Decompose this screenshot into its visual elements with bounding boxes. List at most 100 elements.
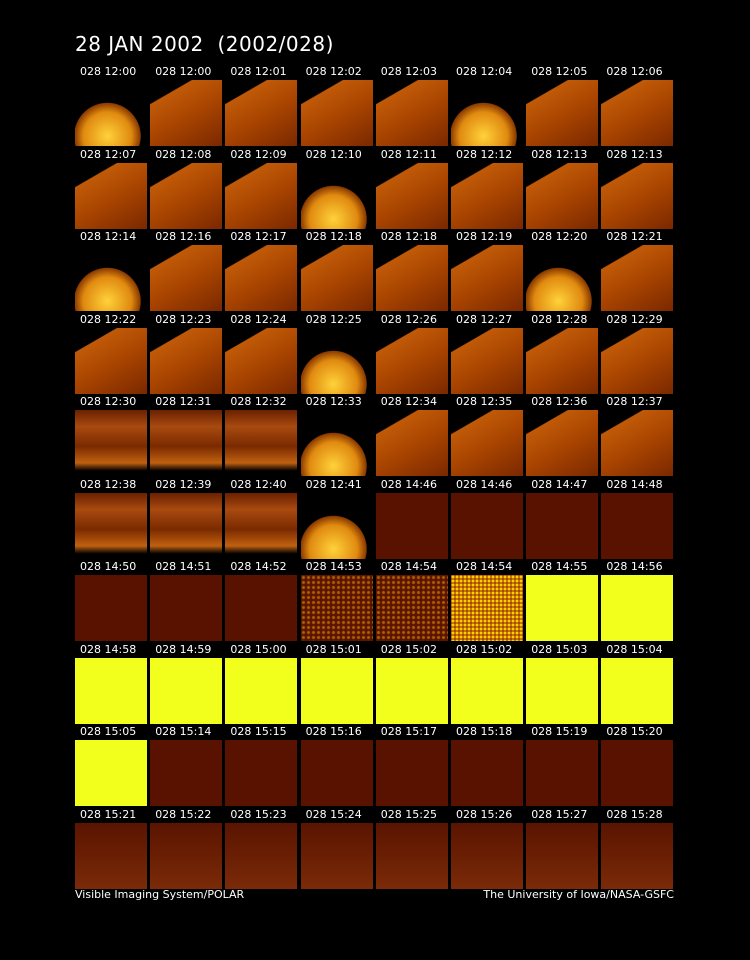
image-tile <box>526 410 599 476</box>
image-tile <box>375 740 448 806</box>
timestamp: 028 15:28 <box>606 807 663 821</box>
timestamp: 028 15:25 <box>380 807 437 821</box>
image-tile <box>451 740 523 806</box>
image-tile <box>75 327 147 394</box>
image-tile <box>75 492 147 559</box>
image-tile <box>300 657 373 724</box>
image-tile <box>150 80 223 146</box>
image-tile <box>300 575 373 641</box>
timestamp: 028 14:46 <box>456 477 513 491</box>
timestamp: 028 12:14 <box>80 230 137 243</box>
timestamp: 028 14:46 <box>380 477 437 491</box>
timestamp: 028 12:21 <box>606 230 663 243</box>
image-tile <box>300 740 373 806</box>
timestamp: 028 12:39 <box>155 477 212 491</box>
image-tile <box>601 80 674 146</box>
timestamp: 028 14:56 <box>606 560 663 573</box>
timestamp: 028 14:54 <box>456 560 513 573</box>
image-tile <box>300 822 373 889</box>
image-tile <box>601 410 674 476</box>
image-tile <box>225 410 298 476</box>
timestamp: 028 12:36 <box>531 395 588 408</box>
timestamp: 028 12:01 <box>230 65 287 78</box>
image-tile <box>526 162 599 229</box>
image-tile <box>225 822 298 889</box>
image-tile <box>225 740 298 806</box>
timestamp: 028 12:26 <box>380 312 437 326</box>
image-tile <box>601 822 674 889</box>
timestamp: 028 14:53 <box>305 560 362 573</box>
image-tile <box>526 492 599 559</box>
image-tile <box>150 822 223 889</box>
image-tile <box>150 657 223 724</box>
image-tile <box>375 80 448 146</box>
image-tile <box>451 657 523 724</box>
timestamp: 028 12:13 <box>606 147 663 161</box>
timestamp: 028 15:19 <box>531 725 588 738</box>
timestamp: 028 12:04 <box>456 65 513 78</box>
image-tile <box>225 80 298 146</box>
timestamp: 028 15:21 <box>80 807 137 821</box>
image-tile <box>150 575 223 641</box>
timestamp: 028 14:51 <box>155 560 212 573</box>
timestamp: 028 15:01 <box>305 642 362 656</box>
timestamp: 028 12:29 <box>606 312 663 326</box>
timestamp: 028 14:52 <box>230 560 287 573</box>
timestamp: 028 15:24 <box>305 807 362 821</box>
image-tile <box>451 822 523 889</box>
timestamp: 028 12:11 <box>380 147 437 161</box>
footer-right: The University of Iowa/NASA-GSFC <box>483 888 674 901</box>
timestamp: 028 14:59 <box>155 642 212 656</box>
timestamp: 028 12:37 <box>606 395 663 408</box>
image-tile <box>601 657 674 724</box>
timestamp: 028 12:00 <box>80 65 137 78</box>
timestamp: 028 15:00 <box>230 642 287 656</box>
timestamp: 028 12:18 <box>380 230 437 243</box>
image-tile <box>225 657 298 724</box>
timestamp: 028 12:28 <box>531 312 588 326</box>
timestamp: 028 15:15 <box>230 725 287 738</box>
timestamp: 028 15:14 <box>155 725 212 738</box>
timestamp: 028 12:18 <box>305 230 362 243</box>
image-tile <box>150 410 223 476</box>
image-tile <box>300 410 373 476</box>
image-tile <box>75 575 147 641</box>
timestamp: 028 15:04 <box>606 642 663 656</box>
timestamp: 028 12:23 <box>155 312 212 326</box>
timestamp: 028 15:05 <box>80 725 137 738</box>
image-tile <box>300 327 373 394</box>
timestamp: 028 12:17 <box>230 230 287 243</box>
timestamp: 028 14:55 <box>531 560 588 573</box>
image-tile <box>601 740 674 806</box>
timestamp: 028 15:20 <box>606 725 663 738</box>
image-tile <box>375 162 448 229</box>
image-tile <box>375 410 448 476</box>
image-tile <box>526 80 599 146</box>
image-tile <box>225 245 298 311</box>
image-tile <box>526 575 599 641</box>
timestamp: 028 14:58 <box>80 642 137 656</box>
image-tile <box>300 80 373 146</box>
image-tile <box>150 492 223 559</box>
image-tile <box>300 492 373 559</box>
image-tile <box>75 162 147 229</box>
timestamp: 028 15:16 <box>305 725 362 738</box>
timestamp: 028 15:17 <box>380 725 437 738</box>
timestamp: 028 12:27 <box>456 312 513 326</box>
image-tile <box>601 492 674 559</box>
title: 28 JAN 2002 (2002/028) <box>75 32 334 56</box>
image-tile <box>150 162 223 229</box>
timestamp: 028 15:02 <box>456 642 513 656</box>
timestamp: 028 15:26 <box>456 807 513 821</box>
image-tile <box>451 492 523 559</box>
footer-left: Visible Imaging System/POLAR <box>75 888 245 901</box>
image-tile <box>526 822 599 889</box>
timestamp: 028 14:47 <box>531 477 588 491</box>
image-tile <box>451 410 523 476</box>
timestamp: 028 12:31 <box>155 395 212 408</box>
image-tile <box>451 327 523 394</box>
timestamp: 028 12:41 <box>305 477 362 491</box>
timestamp: 028 12:32 <box>230 395 287 408</box>
timestamp: 028 12:10 <box>305 147 362 161</box>
image-tile <box>225 575 298 641</box>
